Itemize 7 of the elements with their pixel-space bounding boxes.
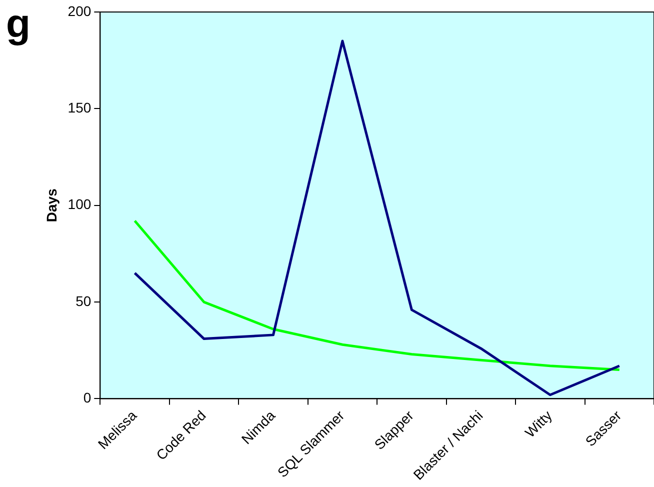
y-tick-label: 200: [68, 2, 92, 19]
y-axis-title: Days: [43, 188, 60, 222]
y-tick-label: 100: [68, 196, 92, 212]
y-tick-label: 150: [68, 100, 92, 116]
y-tick-label: 0: [83, 390, 92, 406]
text: g: [6, 2, 30, 46]
y-tick-label: 50: [76, 292, 92, 309]
